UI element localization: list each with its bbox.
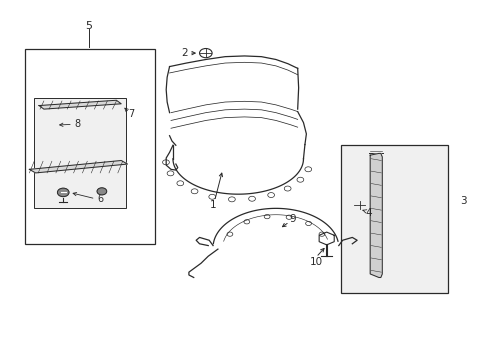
Text: 7: 7	[128, 109, 135, 120]
Circle shape	[57, 188, 69, 197]
Bar	[34, 99, 126, 208]
Polygon shape	[29, 161, 127, 173]
Circle shape	[97, 188, 106, 195]
Polygon shape	[369, 153, 382, 278]
Text: 6: 6	[97, 194, 103, 204]
Text: 2: 2	[181, 48, 187, 58]
Text: 9: 9	[289, 214, 296, 224]
Text: 3: 3	[459, 196, 466, 206]
Text: 1: 1	[209, 200, 216, 210]
Bar	[341, 145, 447, 293]
Text: 8: 8	[74, 120, 81, 129]
Text: 10: 10	[309, 257, 322, 266]
Text: 5: 5	[85, 21, 92, 31]
Bar	[24, 49, 155, 244]
Polygon shape	[39, 100, 121, 109]
Text: 4: 4	[365, 208, 372, 217]
